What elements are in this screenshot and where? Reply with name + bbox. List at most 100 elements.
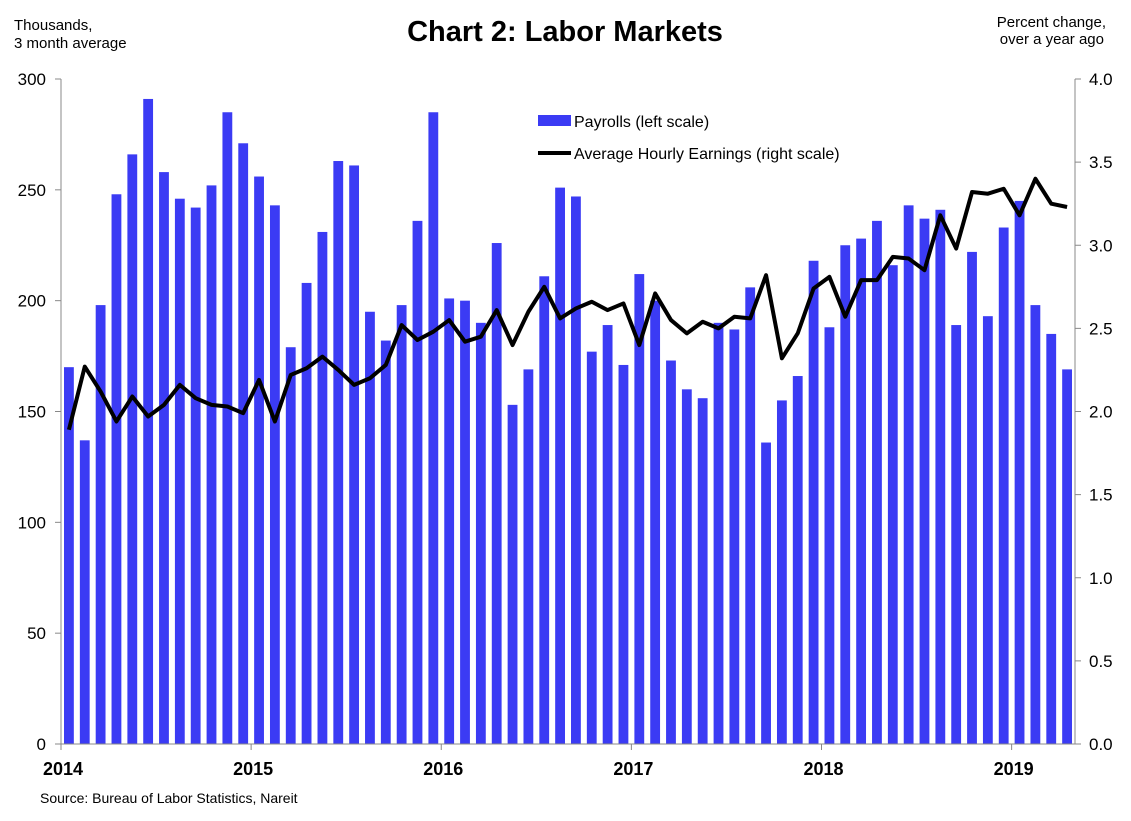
payrolls-bar-2017-08 [745, 287, 756, 744]
payrolls-bar-2014-11 [222, 112, 233, 744]
payrolls-bar-2016-09 [571, 196, 581, 745]
payrolls-bar-2018-08 [935, 209, 946, 744]
left-tick-label: 50 [27, 624, 46, 643]
payrolls-bar-2014-08 [174, 198, 185, 744]
payrolls-bar-2017-02 [650, 300, 661, 744]
right-tick-label: 3.0 [1089, 236, 1113, 255]
left-tick-label: 150 [18, 403, 46, 422]
payrolls-bar-2018-02 [840, 245, 851, 744]
payrolls-bar-2015-08 [365, 311, 375, 744]
payrolls-bar-2015-02 [269, 205, 280, 745]
payrolls-bar-2015-09 [380, 340, 391, 744]
payrolls-bar-2016-05 [507, 404, 518, 744]
payrolls-bar-2017-07 [729, 329, 740, 744]
right-tick-label: 3.5 [1089, 153, 1113, 172]
payrolls-bar-2017-05 [697, 398, 708, 744]
payrolls-bar-2017-03 [666, 360, 676, 744]
payrolls-bar-2015-11 [412, 220, 423, 744]
payrolls-bar-2017-06 [713, 322, 724, 744]
payrolls-bar-2014-12 [238, 143, 249, 744]
payrolls-bar-2018-03 [856, 238, 867, 744]
payrolls-bar-2019-03 [1046, 333, 1057, 744]
payrolls-bar-2016-01 [444, 298, 455, 744]
x-tick-label: 2014 [43, 759, 83, 779]
right-tick-label: 0.5 [1089, 652, 1113, 671]
right-tick-label: 4.0 [1089, 70, 1113, 89]
payrolls-bar-2016-12 [618, 364, 629, 744]
payrolls-bar-2016-06 [523, 369, 534, 744]
payrolls-bar-2015-04 [301, 282, 312, 744]
payrolls-bar-2014-03 [95, 305, 106, 744]
payrolls-bar-2017-09 [761, 442, 771, 744]
earnings-line [66, 176, 1068, 431]
left-tick-label: 250 [18, 181, 46, 200]
payrolls-bar-2016-02 [460, 300, 470, 744]
payrolls-bar-2014-04 [111, 194, 122, 744]
payrolls-bar-2018-10 [967, 251, 977, 744]
x-tick-label: 2018 [803, 759, 843, 779]
payrolls-bar-2015-01 [254, 176, 264, 744]
payrolls-bar-2018-06 [903, 205, 914, 745]
payrolls-bar-2017-04 [681, 389, 692, 744]
payrolls-bar-2018-07 [919, 218, 930, 744]
payrolls-bar-2018-11 [982, 316, 993, 744]
payrolls-bar-2014-02 [79, 440, 90, 744]
legend-label-earnings: Average Hourly Earnings (right scale) [574, 146, 840, 163]
left-tick-label: 100 [18, 513, 46, 532]
payrolls-bar-2014-01 [64, 367, 74, 744]
payrolls-bar-2015-03 [285, 347, 296, 744]
payrolls-bar-2019-01 [1014, 200, 1025, 745]
payrolls-bar-2018-05 [887, 265, 898, 744]
right-tick-label: 2.0 [1089, 403, 1113, 422]
legend: Payrolls (left scale) Average Hourly Ear… [538, 114, 840, 163]
payrolls-bar-2015-07 [349, 165, 360, 744]
payrolls-bar-2014-07 [159, 172, 169, 745]
payrolls-bar-2018-01 [824, 327, 835, 744]
right-tick-label: 1.0 [1089, 569, 1113, 588]
axes: 0 50 100 150 200 250 300 0.0 0.5 1.0 1.5 2.0 2.5 3.0 3… [18, 70, 1113, 779]
source-note: Source: Bureau of Labor Statistics, Nare… [40, 790, 298, 806]
payrolls-bar-2016-07 [539, 276, 550, 744]
payrolls-bar-2015-12 [428, 112, 439, 744]
payrolls-bar-2014-10 [206, 185, 217, 744]
payrolls-bar-2014-09 [190, 207, 201, 744]
payrolls-bar-2016-11 [602, 325, 613, 744]
payrolls-bar-2017-10 [776, 400, 787, 744]
payrolls-bar-2015-10 [396, 305, 407, 744]
earnings-line-layer [66, 176, 1068, 431]
right-tick-label: 2.5 [1089, 319, 1113, 338]
left-tick-label: 300 [18, 70, 46, 89]
x-tick-label: 2015 [233, 759, 273, 779]
payrolls-bar-2019-02 [1030, 305, 1041, 744]
legend-swatch-payrolls [538, 115, 571, 126]
payrolls-bar-2018-04 [872, 220, 882, 744]
payrolls-bar-2016-08 [555, 187, 565, 744]
right-tick-label: 1.5 [1089, 486, 1113, 505]
legend-label-payrolls: Payrolls (left scale) [574, 114, 709, 131]
right-axis-unit-line-2: over a year ago [1000, 31, 1104, 48]
payrolls-bar-2016-10 [586, 351, 597, 744]
x-tick-label: 2019 [994, 759, 1034, 779]
payrolls-bar-2017-11 [792, 376, 803, 744]
payrolls-bar-2018-09 [951, 325, 962, 744]
payrolls-bar-2015-06 [333, 161, 344, 744]
left-tick-label: 200 [18, 292, 46, 311]
x-tick-label: 2016 [423, 759, 463, 779]
right-tick-label: 0.0 [1089, 735, 1113, 754]
x-tick-label: 2017 [613, 759, 653, 779]
left-axis-unit-line-1: Thousands, [14, 17, 92, 34]
payrolls-bar-2014-05 [127, 154, 138, 744]
payrolls-bar-2015-05 [317, 231, 328, 744]
payrolls-bar-2017-12 [808, 260, 819, 744]
left-tick-label: 0 [37, 735, 46, 754]
payrolls-bar-2019-04 [1062, 369, 1072, 744]
payrolls-bar-2018-12 [998, 227, 1009, 744]
chart-title: Chart 2: Labor Markets [407, 16, 723, 48]
payrolls-bar-2016-03 [475, 322, 486, 744]
left-axis-unit-line-2: 3 month average [14, 35, 127, 52]
right-axis-unit-line-1: Percent change, [997, 14, 1106, 31]
payrolls-bar-2017-01 [634, 274, 645, 744]
payrolls-bar-2016-04 [491, 243, 502, 744]
payrolls-bar-2014-06 [143, 98, 154, 744]
